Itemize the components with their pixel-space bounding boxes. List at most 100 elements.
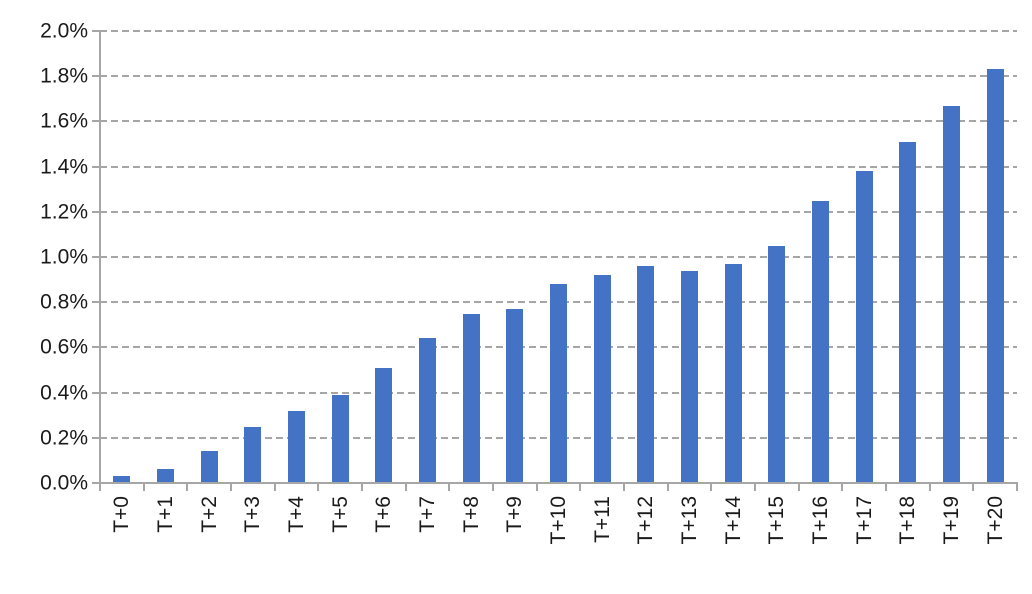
bar-T+5	[331, 394, 349, 483]
y-tick-label: 0.4%	[40, 381, 88, 404]
x-tick-label: T+20	[983, 496, 1007, 545]
gridline	[100, 75, 1017, 78]
gridline	[100, 210, 1017, 213]
y-axis-tick	[92, 75, 100, 78]
bar-slot	[973, 31, 1017, 483]
x-tick-label: T+7	[416, 496, 440, 533]
y-tick-label: 0.6%	[40, 335, 88, 359]
x-label-cell: T+6	[362, 496, 406, 588]
y-tick-label: 1.8%	[40, 64, 88, 88]
x-tick-label: T+17	[852, 496, 876, 545]
y-axis-tick	[92, 346, 100, 349]
x-axis-tick	[448, 482, 451, 491]
bar-slot	[537, 31, 581, 483]
x-label-cell: T+3	[231, 496, 275, 588]
bar-slot	[930, 31, 974, 483]
x-axis-tick	[710, 482, 713, 491]
x-axis-tick	[142, 482, 145, 491]
x-axis-tick	[666, 482, 669, 491]
bar-T+10	[550, 284, 568, 483]
x-axis-tick	[186, 482, 189, 491]
y-axis-tick	[92, 256, 100, 258]
x-label-cell: T+15	[755, 496, 799, 588]
x-axis-labels: T+0 T+1 T+2 T+3 T+4 T+5 T+6 T+7 T+8 T+9 T+10 T+11 T+…	[100, 496, 1017, 588]
x-tick-label: T+19	[940, 496, 964, 545]
y-tick-label: 0.2%	[40, 426, 88, 450]
x-label-cell: T+17	[842, 496, 886, 588]
x-axis-tick	[623, 482, 625, 491]
bar-T+1	[157, 469, 174, 483]
gridline	[100, 256, 1017, 258]
bar-T+15	[768, 245, 786, 483]
bar-slot	[799, 31, 843, 483]
x-label-cell: T+10	[537, 496, 581, 588]
bar-series	[100, 31, 1017, 483]
x-tick-label: T+14	[721, 496, 745, 545]
bar-slot	[144, 31, 188, 483]
bar-slot	[100, 31, 144, 483]
bar-T+14	[724, 263, 742, 483]
x-tick-label: T+6	[372, 496, 396, 533]
y-axis-labels: 0.0% 0.2% 0.4% 0.6% 0.8% 1.0% 1.2% 1.4% 1.6% 1.8%…	[0, 0, 88, 594]
bar-slot	[362, 31, 406, 483]
y-axis-tick	[92, 482, 100, 484]
y-axis-tick	[92, 120, 100, 123]
x-label-cell: T+13	[668, 496, 712, 588]
x-tick-label: T+8	[459, 496, 483, 533]
x-label-cell: T+16	[799, 496, 843, 588]
x-axis-tick	[492, 482, 494, 491]
bar-T+4	[288, 410, 306, 483]
x-label-cell: T+19	[930, 496, 974, 588]
y-axis-line	[99, 31, 101, 484]
x-tick-label: T+5	[328, 496, 352, 533]
x-tick-label: T+11	[590, 496, 614, 543]
x-axis-tick	[99, 482, 101, 491]
y-tick-label: 0.8%	[40, 290, 88, 314]
x-label-cell: T+7	[406, 496, 450, 588]
bar-T+17	[855, 171, 873, 483]
x-label-cell: T+14	[711, 496, 755, 588]
y-axis-tick	[92, 210, 100, 213]
y-axis-tick	[92, 301, 100, 304]
bar-T+7	[419, 338, 437, 483]
bar-slot	[668, 31, 712, 483]
x-tick-label: T+18	[896, 496, 920, 545]
bar-slot	[755, 31, 799, 483]
bar-T+16	[812, 200, 830, 483]
x-tick-label: T+0	[110, 496, 134, 533]
x-axis-line	[100, 482, 1018, 484]
y-tick-label: 0.0%	[40, 471, 88, 495]
plot-area	[100, 30, 1017, 483]
x-axis-tick	[1016, 482, 1018, 491]
bar-T+3	[244, 426, 262, 483]
x-tick-label: T+13	[678, 496, 702, 545]
gridline	[100, 120, 1017, 123]
x-label-cell: T+20	[973, 496, 1017, 588]
bar-slot	[449, 31, 493, 483]
y-axis-tick	[92, 30, 100, 32]
bar-slot	[406, 31, 450, 483]
x-axis-tick	[754, 482, 756, 491]
gridline	[100, 165, 1017, 168]
x-tick-label: T+12	[634, 496, 658, 545]
x-label-cell: T+8	[449, 496, 493, 588]
bar-slot	[886, 31, 930, 483]
x-label-cell: T+4	[275, 496, 319, 588]
bar-slot	[275, 31, 319, 483]
x-tick-label: T+9	[503, 496, 527, 533]
bar-slot	[580, 31, 624, 483]
x-axis-tick	[841, 482, 844, 491]
y-axis-tick	[92, 165, 100, 168]
bar-T+8	[462, 313, 480, 483]
bar-T+11	[593, 275, 611, 483]
x-axis-tick	[361, 482, 363, 491]
x-axis-tick	[797, 482, 800, 491]
bar-T+0	[113, 476, 131, 483]
x-label-cell: T+12	[624, 496, 668, 588]
gridline	[100, 30, 1017, 32]
bar-T+6	[375, 367, 393, 483]
bar-slot	[231, 31, 275, 483]
x-axis-tick	[928, 482, 931, 491]
x-axis-tick	[317, 482, 320, 491]
x-axis-tick	[535, 482, 538, 491]
